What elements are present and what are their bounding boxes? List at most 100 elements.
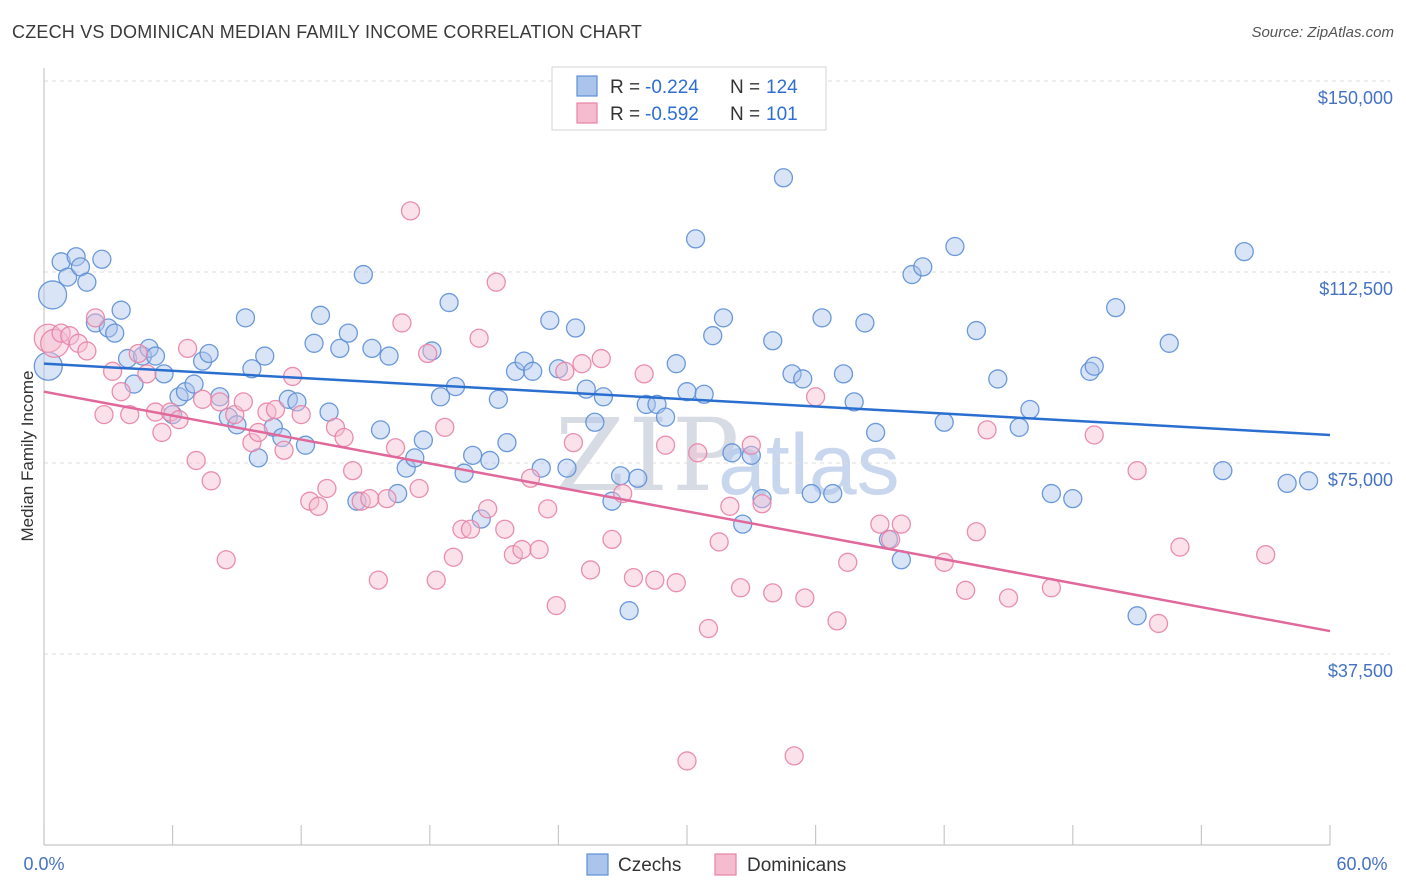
legend-swatch-czech bbox=[576, 75, 598, 97]
czech-point bbox=[1127, 606, 1147, 626]
dominican-point bbox=[891, 514, 911, 534]
czech-point bbox=[557, 458, 577, 478]
dominican-point bbox=[137, 364, 157, 384]
czech-point bbox=[694, 384, 714, 404]
y-tick-labels: $150,000 $112,500 $75,000 $37,500 bbox=[1318, 88, 1393, 681]
bottom-legend: Czechs Dominicans bbox=[586, 853, 846, 876]
dominican-point bbox=[805, 387, 826, 407]
dominican-point bbox=[177, 338, 198, 359]
dominican-point bbox=[1256, 545, 1276, 565]
legend-n-value-dominican: 101 bbox=[766, 104, 798, 125]
czech-point bbox=[57, 267, 78, 287]
czech-point bbox=[619, 601, 639, 621]
czech-point bbox=[565, 318, 586, 338]
dominican-point bbox=[469, 328, 489, 348]
y-tick-label: $37,500 bbox=[1328, 661, 1393, 681]
trend-lines bbox=[43, 362, 1331, 633]
dominican-point bbox=[233, 392, 253, 412]
czech-point bbox=[77, 272, 97, 292]
czech-point bbox=[184, 374, 204, 394]
dominican-point bbox=[934, 552, 954, 572]
czech-point bbox=[330, 338, 350, 359]
czech-point bbox=[1106, 298, 1126, 318]
czech-point bbox=[66, 247, 86, 267]
dominican-point bbox=[677, 751, 697, 771]
czech-point bbox=[1277, 473, 1297, 494]
dominican-point bbox=[688, 443, 708, 463]
y-tick-label: $112,500 bbox=[1319, 279, 1393, 299]
dominican-point bbox=[242, 432, 262, 453]
czech-point bbox=[945, 236, 965, 257]
dominican-point bbox=[977, 420, 997, 440]
czech-point bbox=[782, 364, 802, 384]
dominican-point bbox=[555, 361, 575, 381]
dominican-point bbox=[784, 746, 804, 766]
czech-point bbox=[855, 313, 875, 333]
czech-point bbox=[439, 292, 459, 313]
dominican-point bbox=[443, 547, 464, 567]
dominican-point bbox=[1127, 460, 1147, 481]
czech-point bbox=[801, 483, 821, 504]
dominican-trend-line bbox=[43, 390, 1331, 633]
czech-point bbox=[636, 394, 656, 415]
dominican-point bbox=[274, 440, 294, 460]
czech-point bbox=[169, 387, 189, 407]
dominican-point bbox=[409, 478, 429, 499]
czech-point bbox=[405, 448, 425, 468]
y-axis-title: Median Family Income bbox=[18, 370, 37, 541]
watermark-zip: ZIP bbox=[555, 397, 743, 514]
czech-point bbox=[844, 392, 864, 412]
dominican-point bbox=[265, 399, 286, 420]
legend-n-label-dominican: N = bbox=[730, 104, 760, 125]
bottom-legend-swatch-dominican bbox=[714, 853, 737, 876]
dominican-point bbox=[120, 404, 140, 425]
czech-point bbox=[488, 389, 509, 409]
dominican-point bbox=[435, 417, 455, 437]
czech-point bbox=[913, 257, 933, 277]
dominican-point bbox=[602, 529, 622, 550]
x-axis-ticks bbox=[43, 825, 1331, 845]
chart-title: CZECH VS DOMINICAN MEDIAN FAMILY INCOME … bbox=[12, 22, 643, 42]
czech-point bbox=[199, 343, 219, 364]
dominican-points bbox=[33, 201, 1276, 771]
dominican-point bbox=[563, 432, 584, 453]
dominican-point bbox=[291, 404, 311, 425]
czech-point bbox=[1020, 399, 1040, 420]
dominican-point bbox=[709, 532, 729, 552]
czech-point bbox=[966, 320, 986, 341]
czech-point bbox=[1084, 356, 1104, 376]
y-tick-label: $75,000 bbox=[1328, 470, 1393, 490]
czech-point bbox=[585, 412, 605, 432]
dominican-point bbox=[580, 560, 601, 580]
dominican-point bbox=[426, 570, 446, 590]
czech-point bbox=[1041, 483, 1062, 504]
dominican-point bbox=[572, 354, 592, 374]
dominican-point bbox=[529, 539, 549, 560]
czech-point bbox=[92, 249, 112, 269]
dominican-point bbox=[538, 499, 558, 519]
dominican-point bbox=[478, 499, 498, 519]
czech-point bbox=[752, 489, 772, 509]
dominican-point bbox=[730, 578, 751, 598]
legend-r-value-dominican: -0.592 bbox=[645, 104, 699, 125]
dominican-point bbox=[546, 595, 566, 616]
legend-r-label-dominican: R = bbox=[610, 104, 640, 125]
dominican-point bbox=[334, 427, 354, 448]
dominican-point bbox=[186, 450, 206, 471]
bottom-legend-dominicans: Dominicans bbox=[747, 855, 846, 876]
dominican-point bbox=[128, 343, 148, 364]
czech-point bbox=[353, 264, 374, 285]
dominican-point bbox=[655, 435, 676, 455]
czech-point bbox=[242, 359, 262, 379]
dominican-point bbox=[216, 550, 236, 570]
czech-point bbox=[703, 326, 723, 346]
dominican-point bbox=[385, 438, 406, 458]
czech-point bbox=[763, 331, 783, 351]
dominican-point bbox=[1084, 425, 1104, 445]
dominican-point bbox=[998, 588, 1019, 608]
czech-point bbox=[235, 308, 256, 328]
dominican-point bbox=[698, 618, 719, 639]
dominican-point bbox=[392, 313, 412, 333]
legend-n-label-czech: N = bbox=[730, 77, 760, 98]
